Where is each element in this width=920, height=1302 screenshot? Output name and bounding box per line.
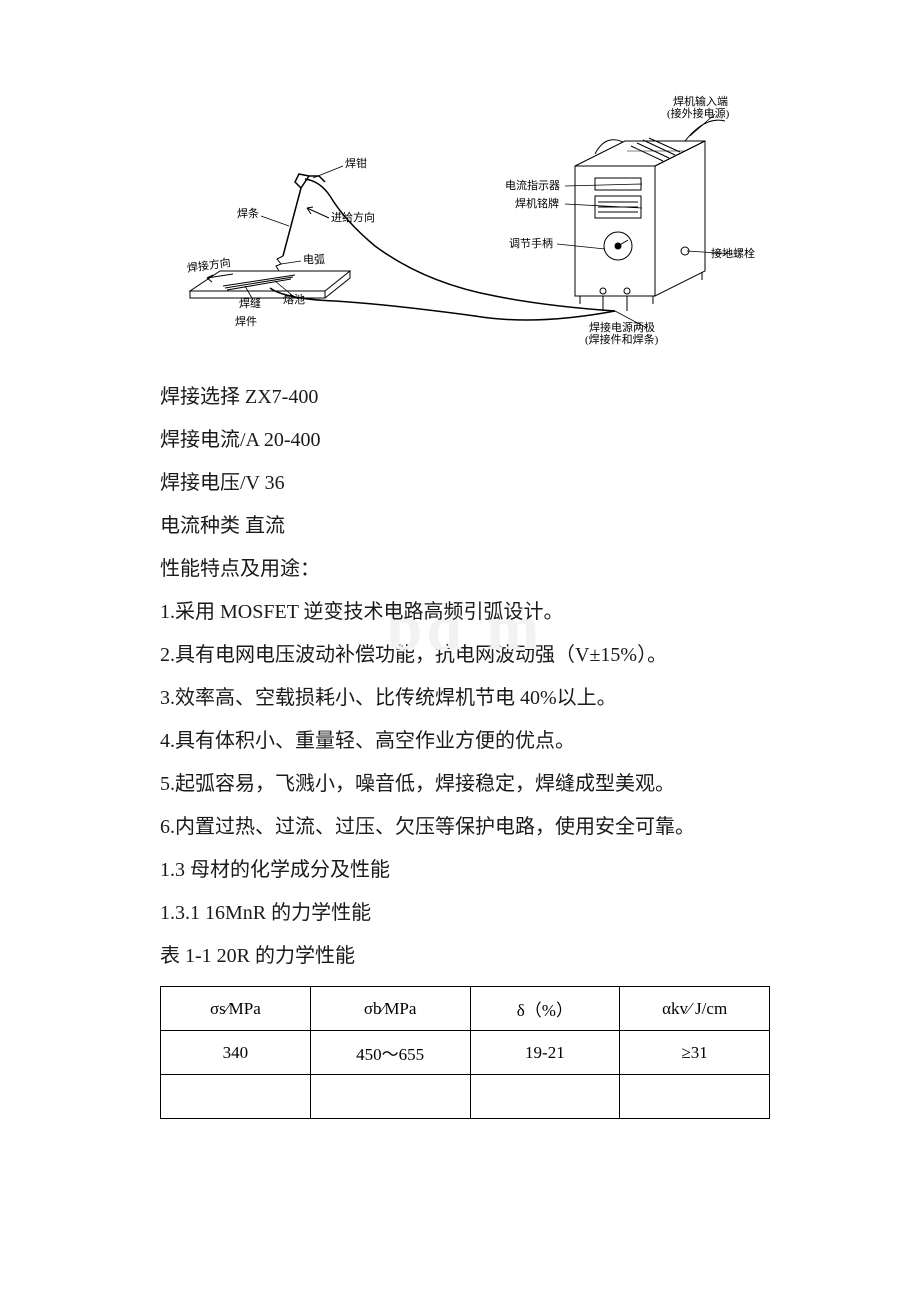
label-nameplate: 焊机铭牌 [515,198,559,211]
label-input-l2: (接外接电源) [667,108,729,121]
label-poles-l2: (焊接件和焊条) [585,334,658,347]
line-model: 焊接选择 ZX7-400 [160,376,770,419]
section-1-3: 1.3 母材的化学成分及性能 [160,849,770,892]
table-cell [620,1075,770,1119]
feature-4: 4.具有体积小、重量轻、高空作业方便的优点。 [160,720,770,763]
table-row: σs⁄MPa σb⁄MPa δ（%） αkv⁄ J/cm [161,987,770,1031]
label-holder: 焊钳 [345,158,367,171]
table-cell [161,1075,311,1119]
table-caption: 表 1-1 20R 的力学性能 [160,935,770,978]
table-cell: δ（%） [470,987,620,1031]
table-cell [310,1075,470,1119]
label-arc: 电弧 [303,254,325,267]
feature-6: 6.内置过热、过流、过压、欠压等保护电路，使用安全可靠。 [160,806,770,849]
label-indicator: 电流指示器 [505,180,560,193]
line-features-h: 性能特点及用途： [160,548,770,591]
line-voltage: 焊接电压/V 36 [160,462,770,505]
line-type: 电流种类 直流 [160,505,770,548]
label-feed-dir: 进给方向 [331,212,375,225]
label-knob: 调节手柄 [509,238,553,251]
table-cell: 19-21 [470,1031,620,1075]
label-workpiece: 焊件 [235,316,257,329]
label-input-l1: 焊机输入端 [673,96,728,109]
label-pool: 熔池 [283,294,305,307]
label-electrode: 焊条 [237,208,259,221]
table-cell: σb⁄MPa [310,987,470,1031]
table-row: 340 450～655 19-21 ≥31 [161,1031,770,1075]
feature-3: 3.效率高、空载损耗小、比传统焊机节电 40%以上。 [160,677,770,720]
label-seam: 焊缝 [239,298,261,311]
table-cell [470,1075,620,1119]
table-cell: ≥31 [620,1031,770,1075]
line-current: 焊接电流/A 20-400 [160,419,770,462]
table-row [161,1075,770,1119]
table-cell: σs⁄MPa [161,987,311,1031]
section-1-3-1: 1.3.1 16MnR 的力学性能 [160,892,770,935]
feature-1: 1.采用 MOSFET 逆变技术电路高频引弧设计。 [160,591,770,634]
feature-2: 2.具有电网电压波动补偿功能，抗电网波动强（V±15%）。 [160,634,770,677]
properties-table: σs⁄MPa σb⁄MPa δ（%） αkv⁄ J/cm 340 450～655… [160,986,770,1119]
table-cell: 450～655 [310,1031,470,1075]
label-poles-l1: 焊接电源两极 [589,322,655,335]
welding-diagram: 焊钳 焊条 进给方向 电弧 熔池 焊接方向 焊缝 焊件 焊机输入端 (接外接电源… [175,96,755,356]
label-ground-bolt: 接地螺栓 [711,248,755,261]
table-cell: 340 [161,1031,311,1075]
feature-5: 5.起弧容易，飞溅小，噪音低，焊接稳定，焊缝成型美观。 [160,763,770,806]
table-cell: αkv⁄ J/cm [620,987,770,1031]
